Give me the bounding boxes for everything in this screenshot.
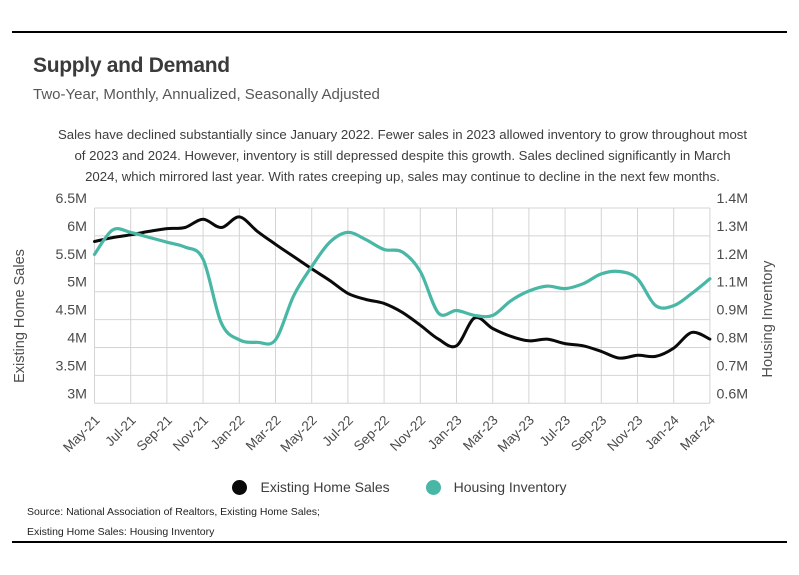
series-line-housing-inventory bbox=[92, 227, 712, 346]
chart-annotation: Sales have declined substantially since … bbox=[55, 124, 750, 187]
left-axis-title: Existing Home Sales bbox=[12, 249, 28, 383]
page-title: Supply and Demand bbox=[33, 54, 230, 77]
source-line-2: Existing Home Sales: Housing Inventory bbox=[27, 526, 215, 538]
source-line-1: Source: National Association of Realtors… bbox=[27, 506, 320, 518]
left-axis-tick-label: 6M bbox=[67, 219, 87, 235]
right-axis-tick-label: 0.9M bbox=[717, 303, 749, 319]
x-axis-tick-label: Nov-22 bbox=[387, 413, 428, 454]
x-axis-tick-label: May-22 bbox=[277, 413, 319, 455]
right-axis-tick-label: 0.8M bbox=[717, 331, 749, 347]
x-axis-tick-label: Jan-23 bbox=[425, 413, 465, 453]
source-note: Source: National Association of Realtors… bbox=[27, 502, 320, 542]
chart-legend: Existing Home Sales Housing Inventory bbox=[0, 479, 799, 495]
right-axis-tick-label: 0.7M bbox=[717, 358, 749, 374]
left-axis-tick-label: 6.5M bbox=[55, 191, 87, 207]
left-axis-tick-label: 4.5M bbox=[55, 303, 87, 319]
x-axis-tick-label: Jan-24 bbox=[642, 412, 682, 452]
legend-item-housing-inventory: Housing Inventory bbox=[425, 479, 567, 495]
top-divider bbox=[12, 31, 787, 33]
x-axis-tick-label: May-21 bbox=[60, 413, 102, 455]
x-axis-tick-label: Mar-24 bbox=[677, 412, 718, 453]
series-line-existing-home-sales bbox=[93, 215, 712, 360]
x-axis-tick-label: Mar-23 bbox=[460, 413, 501, 454]
existing-home-sales-dot-icon bbox=[232, 479, 248, 495]
left-axis-tick-label: 5M bbox=[67, 275, 87, 291]
page-subtitle: Two-Year, Monthly, Annualized, Seasonall… bbox=[33, 86, 380, 103]
right-axis-tick-label: 0.6M bbox=[717, 386, 749, 402]
x-axis-tick-label: Nov-21 bbox=[170, 413, 211, 454]
right-axis-title: Housing Inventory bbox=[760, 260, 776, 378]
annotation-line-3: 2024, which mirrored last year. With rat… bbox=[85, 169, 720, 184]
x-axis-tick-label: Sep-21 bbox=[134, 413, 175, 454]
x-axis-tick-label: Nov-23 bbox=[604, 413, 645, 454]
right-axis-tick-label: 1.4M bbox=[717, 191, 749, 207]
left-axis-tick-label: 3.5M bbox=[55, 358, 87, 374]
legend-label: Housing Inventory bbox=[453, 479, 567, 495]
left-axis-tick-label: 4M bbox=[67, 331, 87, 347]
x-axis-tick-label: May-23 bbox=[495, 413, 537, 455]
x-axis-tick-label: Sep-22 bbox=[351, 413, 392, 454]
bottom-divider bbox=[12, 541, 787, 543]
legend-item-existing-home-sales: Existing Home Sales bbox=[232, 479, 390, 495]
x-axis-tick-label: Sep-23 bbox=[568, 413, 609, 454]
x-axis-tick-label: Jan-22 bbox=[208, 413, 248, 453]
right-axis-tick-label: 1.2M bbox=[717, 247, 749, 263]
left-axis-tick-label: 3M bbox=[67, 386, 87, 402]
right-axis-tick-label: 1.3M bbox=[717, 219, 749, 235]
annotation-line-2: of 2023 and 2024. However, inventory is … bbox=[74, 148, 731, 163]
right-axis-tick-label: 1.1M bbox=[717, 275, 749, 291]
x-axis-tick-label: Mar-22 bbox=[243, 413, 284, 454]
housing-inventory-dot-icon bbox=[425, 479, 441, 495]
legend-label: Existing Home Sales bbox=[260, 479, 390, 495]
annotation-line-1: Sales have declined substantially since … bbox=[57, 127, 748, 142]
left-axis-tick-label: 5.5M bbox=[55, 247, 87, 263]
